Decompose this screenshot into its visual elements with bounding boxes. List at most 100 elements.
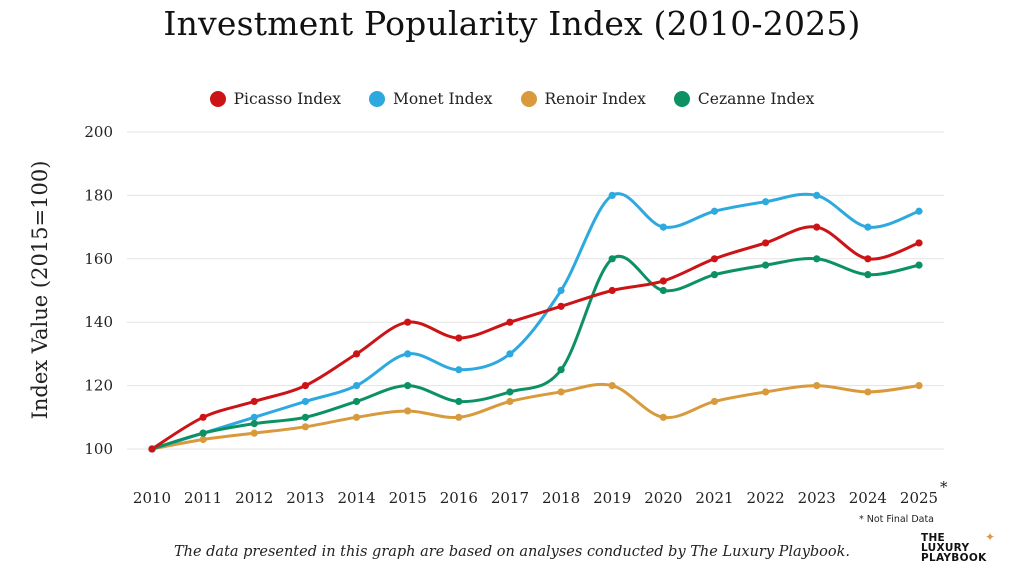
legend-marker-renoir: [520, 91, 537, 107]
data-point-cezanne[interactable]: [659, 286, 667, 295]
data-point-picasso[interactable]: [404, 318, 412, 326]
data-point-renoir[interactable]: [250, 429, 258, 437]
series-line-picasso: [150, 225, 921, 451]
source-caption: The data presented in this graph are bas…: [173, 544, 851, 560]
legend-label-monet: Monet Index: [393, 90, 493, 108]
data-point-renoir[interactable]: [762, 388, 770, 396]
data-point-picasso[interactable]: [301, 382, 309, 390]
y-tick-label: 100: [84, 440, 113, 458]
data-point-renoir[interactable]: [608, 382, 616, 390]
data-point-monet[interactable]: [352, 382, 361, 390]
data-point-cezanne[interactable]: [710, 271, 719, 279]
data-point-cezanne[interactable]: [762, 261, 770, 269]
series-line-cezanne: [150, 254, 921, 451]
data-point-cezanne[interactable]: [301, 413, 309, 421]
data-point-monet[interactable]: [864, 223, 872, 231]
data-point-cezanne[interactable]: [608, 255, 616, 263]
legend-marker-picasso: [209, 91, 226, 107]
data-point-cezanne[interactable]: [506, 388, 514, 396]
data-point-cezanne[interactable]: [455, 397, 463, 406]
data-point-monet[interactable]: [762, 198, 770, 206]
data-point-picasso[interactable]: [455, 334, 463, 342]
logo-line-1: THE: [921, 532, 946, 544]
data-point-picasso[interactable]: [762, 239, 770, 247]
data-point-cezanne[interactable]: [915, 261, 923, 269]
data-point-picasso[interactable]: [608, 286, 616, 295]
data-point-picasso[interactable]: [710, 255, 719, 263]
y-axis-ticks: 100 120 140 160 180 200: [84, 123, 113, 458]
data-point-cezanne[interactable]: [199, 429, 207, 437]
legend-item-renoir[interactable]: Renoir Index: [520, 90, 646, 108]
legend: Picasso Index Monet Index Renoir Index C…: [0, 90, 1024, 108]
logo-line-2: LUXURY: [921, 542, 970, 554]
series-points: [148, 191, 923, 453]
brand-logo: THE LUXURY PLAYBOOK ✦: [921, 531, 1011, 564]
data-point-cezanne[interactable]: [352, 397, 361, 406]
data-point-renoir[interactable]: [506, 397, 514, 406]
data-point-renoir[interactable]: [557, 388, 565, 396]
legend-item-cezanne[interactable]: Cezanne Index: [673, 90, 814, 108]
data-point-monet[interactable]: [557, 286, 565, 295]
data-point-renoir[interactable]: [813, 382, 821, 390]
x-tick-label: 2017: [491, 489, 529, 507]
legend-item-monet[interactable]: Monet Index: [369, 90, 493, 108]
x-tick-label: 2020: [644, 489, 682, 507]
data-point-cezanne[interactable]: [250, 420, 258, 428]
legend-label-picasso: Picasso Index: [233, 90, 342, 108]
data-point-cezanne[interactable]: [813, 255, 821, 263]
data-point-renoir[interactable]: [710, 397, 719, 406]
data-point-picasso[interactable]: [148, 445, 156, 453]
data-point-monet[interactable]: [710, 207, 719, 215]
data-point-monet[interactable]: [301, 397, 309, 406]
logo-line-3: PLAYBOOK: [921, 552, 987, 564]
data-point-picasso[interactable]: [659, 277, 667, 285]
y-tick-label: 120: [84, 377, 113, 395]
x-tick-label: 2014: [337, 489, 375, 507]
data-point-picasso[interactable]: [557, 302, 565, 310]
not-final-asterisk: *: [940, 478, 948, 496]
data-point-picasso[interactable]: [352, 350, 361, 358]
x-tick-label: 2011: [184, 489, 222, 507]
data-point-monet[interactable]: [915, 207, 923, 215]
data-point-monet[interactable]: [404, 350, 412, 358]
data-point-monet[interactable]: [608, 191, 616, 199]
data-point-renoir[interactable]: [659, 413, 667, 421]
x-tick-label: 2010: [133, 489, 171, 507]
data-point-cezanne[interactable]: [864, 271, 872, 279]
data-point-monet[interactable]: [659, 223, 667, 231]
data-point-picasso[interactable]: [915, 239, 923, 247]
legend-item-picasso[interactable]: Picasso Index: [209, 90, 342, 108]
data-point-picasso[interactable]: [250, 397, 258, 406]
data-point-renoir[interactable]: [455, 413, 463, 421]
data-point-picasso[interactable]: [864, 255, 872, 263]
y-tick-label: 200: [84, 123, 113, 141]
x-tick-label: 2016: [440, 489, 478, 507]
data-point-cezanne[interactable]: [404, 382, 412, 390]
data-point-picasso[interactable]: [199, 413, 207, 421]
x-tick-label: 2013: [286, 489, 324, 507]
data-point-monet[interactable]: [813, 191, 821, 199]
y-tick-label: 180: [84, 186, 113, 204]
x-tick-label: 2022: [747, 489, 785, 507]
data-point-monet[interactable]: [455, 366, 463, 374]
x-tick-label: 2025: [900, 489, 938, 507]
y-tick-label: 160: [84, 250, 113, 268]
x-tick-label: 2019: [593, 489, 631, 507]
x-tick-label: 2018: [542, 489, 580, 507]
data-point-monet[interactable]: [506, 350, 514, 358]
data-point-renoir[interactable]: [301, 423, 309, 431]
data-point-renoir[interactable]: [915, 382, 923, 390]
footnote: * Not Final Data: [858, 514, 934, 525]
data-point-renoir[interactable]: [352, 413, 361, 421]
data-point-renoir[interactable]: [864, 388, 872, 396]
data-point-monet[interactable]: [250, 413, 258, 421]
chart-title: Investment Popularity Index (2010-2025): [163, 4, 861, 43]
data-point-picasso[interactable]: [506, 318, 514, 326]
data-point-renoir[interactable]: [199, 435, 207, 444]
data-point-renoir[interactable]: [404, 407, 412, 415]
x-tick-label: 2015: [389, 489, 427, 507]
series-lines: [150, 192, 921, 451]
data-point-picasso[interactable]: [813, 223, 821, 231]
data-point-cezanne[interactable]: [557, 366, 565, 374]
